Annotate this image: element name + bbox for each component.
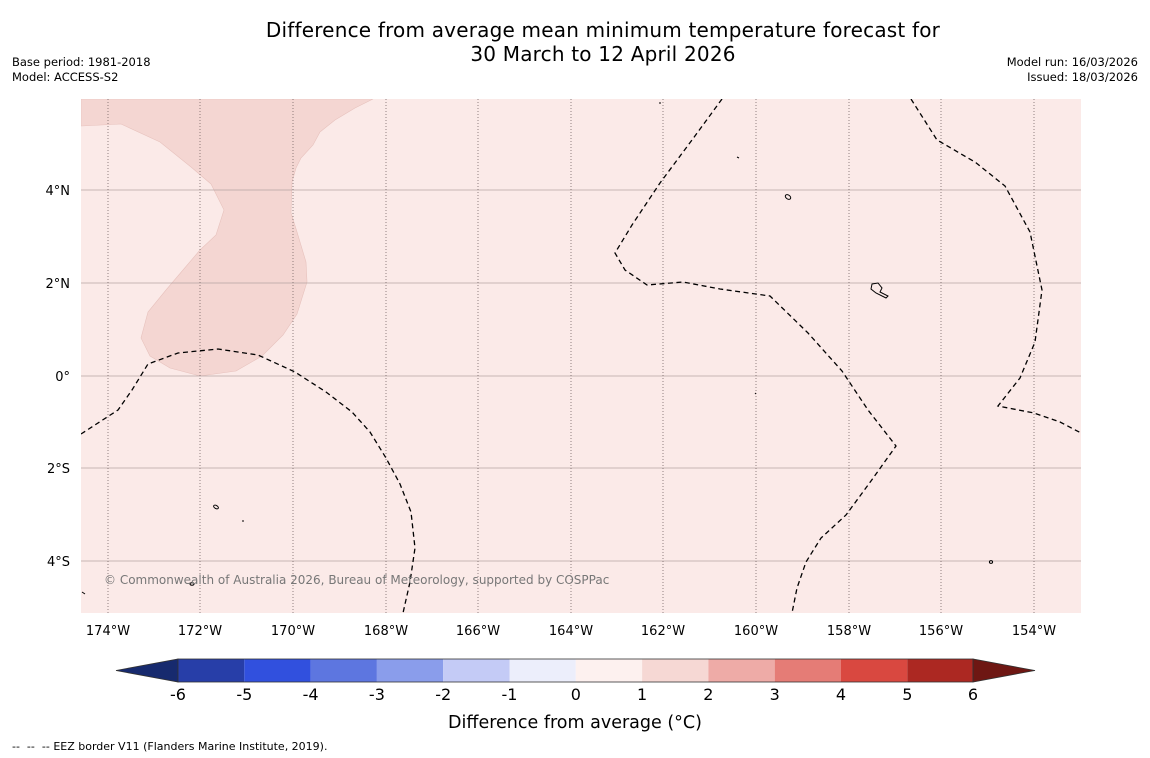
longitude-labels: 174°W 172°W 170°W 168°W 166°W 164°W 162°…	[86, 624, 1056, 639]
colorbar-tick: -2	[435, 685, 451, 704]
base-period-text: Base period: 1981-2018	[12, 55, 151, 69]
colorbar-tick: -1	[502, 685, 518, 704]
eez-legend-text: EEZ border V11 (Flanders Marine Institut…	[53, 740, 328, 753]
colorbar-tick: 5	[902, 685, 912, 704]
colorbar: -6 -5 -4 -3 -2 -1 0 1 2 3 4 5 6 Differen…	[115, 658, 1036, 733]
colorbar-tick: 0	[571, 685, 581, 704]
model-run-text: Model run: 16/03/2026	[1006, 55, 1138, 69]
eez-legend-marker: -- -- --	[12, 740, 50, 753]
colorbar-label: Difference from average (°C)	[448, 713, 702, 733]
colorbar-extend-low	[115, 658, 179, 683]
lon-label: 164°W	[549, 624, 593, 639]
colorbar-ticks: -6 -5 -4 -3 -2 -1 0 1 2 3 4 5 6	[170, 685, 978, 704]
eez-border-east	[910, 99, 1081, 434]
lon-label: 156°W	[919, 624, 963, 639]
eez-border-central-east	[614, 99, 897, 613]
lon-label: 162°W	[641, 624, 685, 639]
colorbar-segment	[310, 659, 377, 682]
colorbar-segment	[376, 659, 444, 682]
colorbar-tick: -5	[236, 685, 252, 704]
island	[213, 504, 219, 510]
colorbar-segment	[509, 659, 576, 682]
colorbar-tick: 1	[637, 685, 647, 704]
island	[870, 282, 889, 299]
islands	[81, 102, 994, 595]
eez-borders	[81, 99, 1081, 613]
lon-label: 172°W	[178, 624, 222, 639]
colorbar-tick: 4	[836, 685, 846, 704]
island	[784, 194, 792, 200]
island	[81, 591, 86, 595]
colorbar-segment	[907, 659, 974, 682]
island	[736, 156, 740, 159]
island	[189, 582, 195, 586]
issued-text: Issued: 18/03/2026	[1027, 70, 1138, 84]
eez-legend: -- -- -- EEZ border V11 (Flanders Marine…	[12, 740, 327, 753]
colorbar-tick: 3	[770, 685, 780, 704]
colorbar-tick: -3	[369, 685, 385, 704]
model-text: Model: ACCESS-S2	[12, 70, 119, 84]
colorbar-outline	[177, 658, 974, 683]
colorbar-tick: 6	[968, 685, 978, 704]
lon-label: 170°W	[271, 624, 315, 639]
island	[754, 392, 757, 395]
colorbar-segment	[244, 659, 311, 682]
lat-label: 4°S	[47, 555, 70, 570]
meta-right: Model run: 16/03/2026 Issued: 18/03/2026	[1007, 55, 1138, 85]
chart-title: Difference from average mean minimum tem…	[0, 18, 1150, 66]
meta-left: Base period: 1981-2018 Model: ACCESS-S2	[12, 55, 151, 85]
anomaly-region-1-2	[81, 99, 374, 377]
colorbar-tick: 2	[703, 685, 713, 704]
latitude-labels: 4°N 2°N 0° 2°S 4°S	[46, 184, 71, 570]
colorbar-segment	[708, 659, 775, 682]
colorbar-tick: -4	[303, 685, 319, 704]
lat-label: 0°	[55, 370, 70, 385]
lat-label: 4°N	[46, 184, 71, 199]
title-line-2: 30 March to 12 April 2026	[470, 42, 736, 66]
lon-label: 158°W	[827, 624, 871, 639]
colorbar-extend-high	[972, 658, 1036, 683]
eez-border-west	[81, 348, 416, 613]
colorbar-segment	[575, 659, 643, 682]
island	[988, 560, 994, 564]
copyright-text: © Commonwealth of Australia 2026, Bureau…	[104, 573, 609, 587]
colorbar-segment	[841, 659, 908, 682]
lon-label: 160°W	[734, 624, 778, 639]
lon-label: 174°W	[86, 624, 130, 639]
latitude-gridlines	[81, 189, 1081, 562]
colorbar-segment	[642, 659, 709, 682]
colorbar-segment	[774, 659, 841, 682]
lon-label: 166°W	[456, 624, 500, 639]
colorbar-tick: -6	[170, 685, 186, 704]
lon-label: 154°W	[1012, 624, 1056, 639]
colorbar-segment	[443, 659, 510, 682]
lon-label: 168°W	[364, 624, 408, 639]
colorbar-segment	[178, 659, 245, 682]
title-line-1: Difference from average mean minimum tem…	[265, 18, 941, 42]
lat-label: 2°S	[47, 462, 70, 477]
lat-label: 2°N	[46, 277, 71, 292]
